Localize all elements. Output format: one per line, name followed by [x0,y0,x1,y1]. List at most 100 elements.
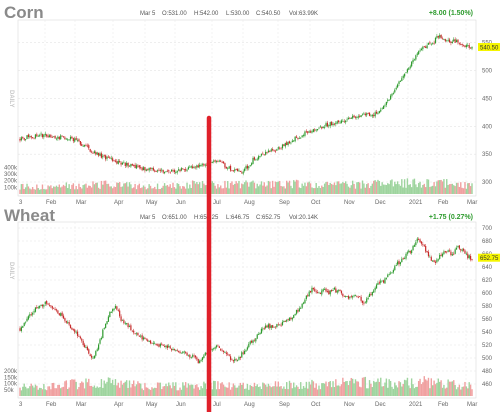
wheat-volume-bar [96,386,98,396]
corn-candle-body [225,166,227,169]
wheat-volume-bar [27,388,30,396]
corn-volume-bar [427,179,430,194]
wheat-volume-bar [284,388,287,396]
corn-candle-body [138,165,140,168]
wheat-candle-body [232,360,234,362]
corn-volume-bar [24,187,27,194]
wheat-volume-bar [419,378,421,396]
corn-volume-bar [297,180,299,194]
corn-candle-body [190,166,192,168]
corn-volume-bar [377,179,379,194]
wheat-header-low: L:646.75 [226,215,250,221]
corn-candle-body [109,157,111,159]
wheat-candle-body [272,325,274,328]
wheat-candle-body [436,259,438,263]
wheat-candle-body [418,239,420,240]
corn-volume-bar [403,179,406,194]
wheat-volume-bar [82,382,84,396]
wheat-candle-body [197,359,199,364]
corn-volume-bar [443,179,445,194]
corn-candle-body [218,160,220,162]
wheat-volume-bar [137,381,139,396]
corn-volume-bar [71,184,73,194]
wheat-candle-body [61,312,63,316]
corn-volume-bar [69,188,72,194]
wheat-volume-bar [283,386,285,396]
wheat-price-tick-label: 540 [482,330,493,336]
wheat-volume-bar [351,378,354,396]
wheat-volume-bar [231,387,233,396]
corn-candle-body [342,120,344,122]
corn-candle-body [221,162,223,164]
corn-candle-body [249,165,251,166]
wheat-volume-bar [211,389,214,396]
corn-volume-bar [395,184,397,194]
wheat-volume-bar [434,384,437,396]
corn-candle-body [287,141,289,145]
wheat-candle-body [100,337,103,340]
wheat-candle-body [258,334,260,336]
corn-volume-bar [453,185,455,194]
corn-volume-bar [294,181,296,194]
wheat-volume-bar [76,389,79,396]
wheat-volume-bar [314,387,316,396]
corn-volume-bar [465,188,468,194]
wheat-candle-body [238,357,240,360]
wheat-volume-bar [205,389,208,396]
wheat-candle-body [109,312,111,318]
wheat-candle-body [46,300,48,304]
wheat-volume-bar [255,386,257,396]
wheat-candle-body [352,296,354,298]
wheat-volume-bar [69,380,72,396]
corn-candle-body [332,123,334,126]
corn-candle-body [465,45,467,48]
wheat-candle-body [114,306,117,309]
wheat-volume-bar [187,383,190,396]
corn-volume-bar [180,188,183,194]
wheat-price-tick-label: 620 [482,278,493,284]
wheat-volume-bar [304,387,306,396]
corn-candle-body [401,78,403,82]
wheat-volume-bar [166,386,169,396]
corn-volume-bar [19,189,21,194]
wheat-volume-bar [298,388,301,396]
wheat-volume-bar [89,385,91,396]
wheat-volume-bar [190,384,192,396]
corn-candle-body [189,166,191,168]
corn-volume-bar [51,188,53,194]
wheat-volume-bar [381,386,383,396]
wheat-volume-bar [259,386,261,396]
wheat-candle-body [312,287,314,290]
corn-volume-bar [156,183,159,194]
wheat-volume-bar [107,377,110,396]
wheat-candle-body [253,340,256,342]
corn-candle-body [234,169,236,172]
wheat-candle-body [293,315,295,318]
wheat-candle-body [119,310,121,317]
corn-candle-body [283,144,285,146]
corn-volume-bar [113,186,115,194]
wheat-candle-body [200,359,202,361]
corn-volume-bar [415,184,417,194]
wheat-candle-body [335,288,337,293]
wheat-volume-bar [215,389,218,396]
wheat-candle-body [454,249,456,254]
corn-candle-body [79,141,81,145]
corn-volume-bar [86,187,89,194]
corn-candle-body [58,137,60,140]
corn-volume-bar [318,186,320,194]
wheat-candle-body [404,258,406,260]
corn-volume-bar [134,183,136,194]
wheat-volume-bar [391,386,393,396]
wheat-volume-bar [141,388,143,396]
corn-candle-body [48,135,51,138]
wheat-date-tick-label: Mar [76,402,86,408]
wheat-candle-body [187,355,190,357]
wheat-volume-bar [177,390,180,396]
wheat-candle-body [468,255,470,259]
corn-volume-bar [434,186,437,194]
corn-candle-body [23,138,25,140]
corn-volume-bar [191,180,194,194]
corn-volume-bar [26,183,28,194]
corn-candle-body [266,152,268,154]
